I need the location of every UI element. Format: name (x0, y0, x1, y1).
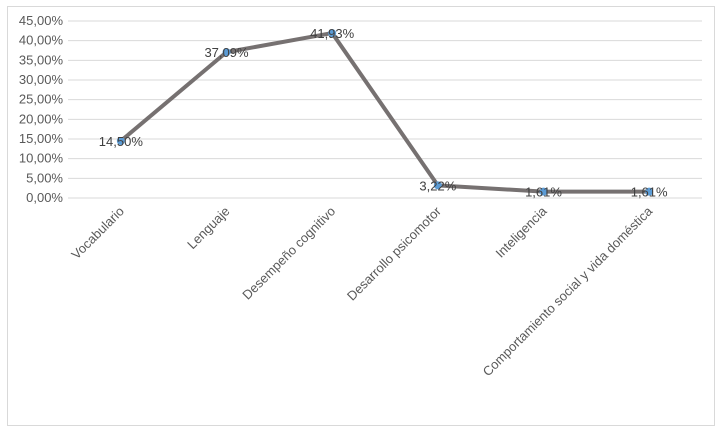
y-tick-label: 25,00% (19, 92, 64, 107)
y-tick-label: 0,00% (26, 190, 63, 205)
data-label: 1,61% (525, 185, 562, 200)
data-point (328, 29, 337, 38)
x-category-label: Vocabulario (68, 204, 127, 263)
data-label: 1,61% (631, 185, 668, 200)
y-tick-label: 35,00% (19, 52, 64, 67)
y-tick-label: 30,00% (19, 72, 64, 87)
data-label: 37,09% (204, 45, 249, 60)
data-point (539, 187, 548, 196)
x-category-label: Inteligencia (493, 203, 551, 261)
x-axis-category-labels: Vocabulario Lenguaje Desempeño cognitivo De… (68, 203, 656, 379)
y-tick-label: 10,00% (19, 151, 64, 166)
data-point (433, 181, 442, 190)
x-category-label: Desarrollo psicomotor (344, 203, 444, 303)
x-category-label: Lenguaje (184, 204, 232, 252)
gridlines (68, 20, 702, 199)
x-category-label: Comportamiento social y vida doméstica (480, 203, 656, 379)
y-tick-label: 5,00% (26, 170, 63, 185)
data-labels: 14,50% 37,09% 41,93% 3,22% 1,61% 1,61% (99, 26, 668, 200)
data-label: 3,22% (419, 178, 456, 193)
y-tick-label: 15,00% (19, 131, 64, 146)
data-point (116, 136, 125, 145)
y-tick-label: 45,00% (19, 13, 64, 28)
x-category-label: Desempeño cognitivo (239, 204, 338, 303)
y-tick-label: 20,00% (19, 111, 64, 126)
series-line (118, 31, 652, 194)
data-point (222, 48, 231, 57)
data-label: 41,93% (310, 26, 355, 41)
data-label: 14,50% (99, 134, 144, 149)
data-point (645, 187, 654, 196)
data-markers (116, 29, 654, 196)
series-line-layer (118, 31, 652, 194)
y-axis-tick-labels: 0,00% 5,00% 10,00% 15,00% 20,00% 25,00% 30,00%… (19, 13, 64, 205)
y-tick-label: 40,00% (19, 33, 64, 48)
